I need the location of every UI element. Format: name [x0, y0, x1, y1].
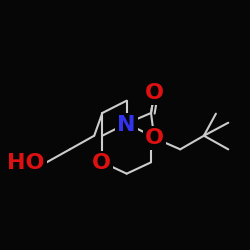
Text: N: N: [118, 115, 136, 135]
Text: O: O: [92, 153, 111, 173]
Text: O: O: [145, 82, 164, 102]
Text: HO: HO: [8, 153, 45, 173]
Text: O: O: [145, 128, 164, 148]
